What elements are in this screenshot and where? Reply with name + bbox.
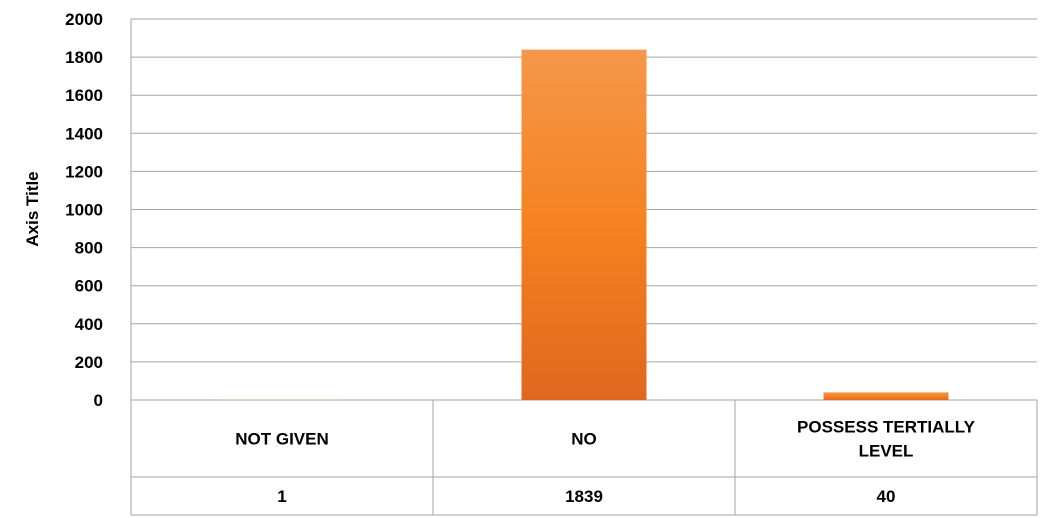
- y-tick-label: 400: [75, 315, 103, 334]
- y-tick-labels: 0 200 400 600 800 1000 1200 1400 1600 1800 2000: [65, 10, 103, 410]
- data-value-label: 1839: [565, 487, 603, 506]
- y-tick-label: 2000: [65, 10, 103, 29]
- y-tick-label: 800: [75, 239, 103, 258]
- y-tick-label: 1600: [65, 86, 103, 105]
- y-tick-label: 1400: [65, 124, 103, 143]
- y-axis-title: Axis Title: [23, 171, 42, 246]
- data-value-label: 1: [277, 487, 286, 506]
- y-tick-label: 0: [94, 391, 103, 410]
- data-value-label: 40: [877, 487, 896, 506]
- category-label: LEVEL: [859, 442, 914, 461]
- data-table: NOT GIVEN 1 NO 1839 POSSESS TERTIALLY LEVEL 40: [130, 400, 1038, 516]
- y-tick-label: 1000: [65, 201, 103, 220]
- y-tick-label: 200: [75, 353, 103, 372]
- bar: [521, 49, 647, 400]
- bars: [219, 49, 949, 400]
- category-label: POSSESS TERTIALLY: [797, 418, 976, 437]
- y-tick-label: 1200: [65, 162, 103, 181]
- bar: [823, 392, 949, 400]
- y-tick-label: 600: [75, 277, 103, 296]
- category-label: NOT GIVEN: [235, 430, 329, 449]
- y-tick-label: 1800: [65, 48, 103, 67]
- category-label: NO: [571, 430, 597, 449]
